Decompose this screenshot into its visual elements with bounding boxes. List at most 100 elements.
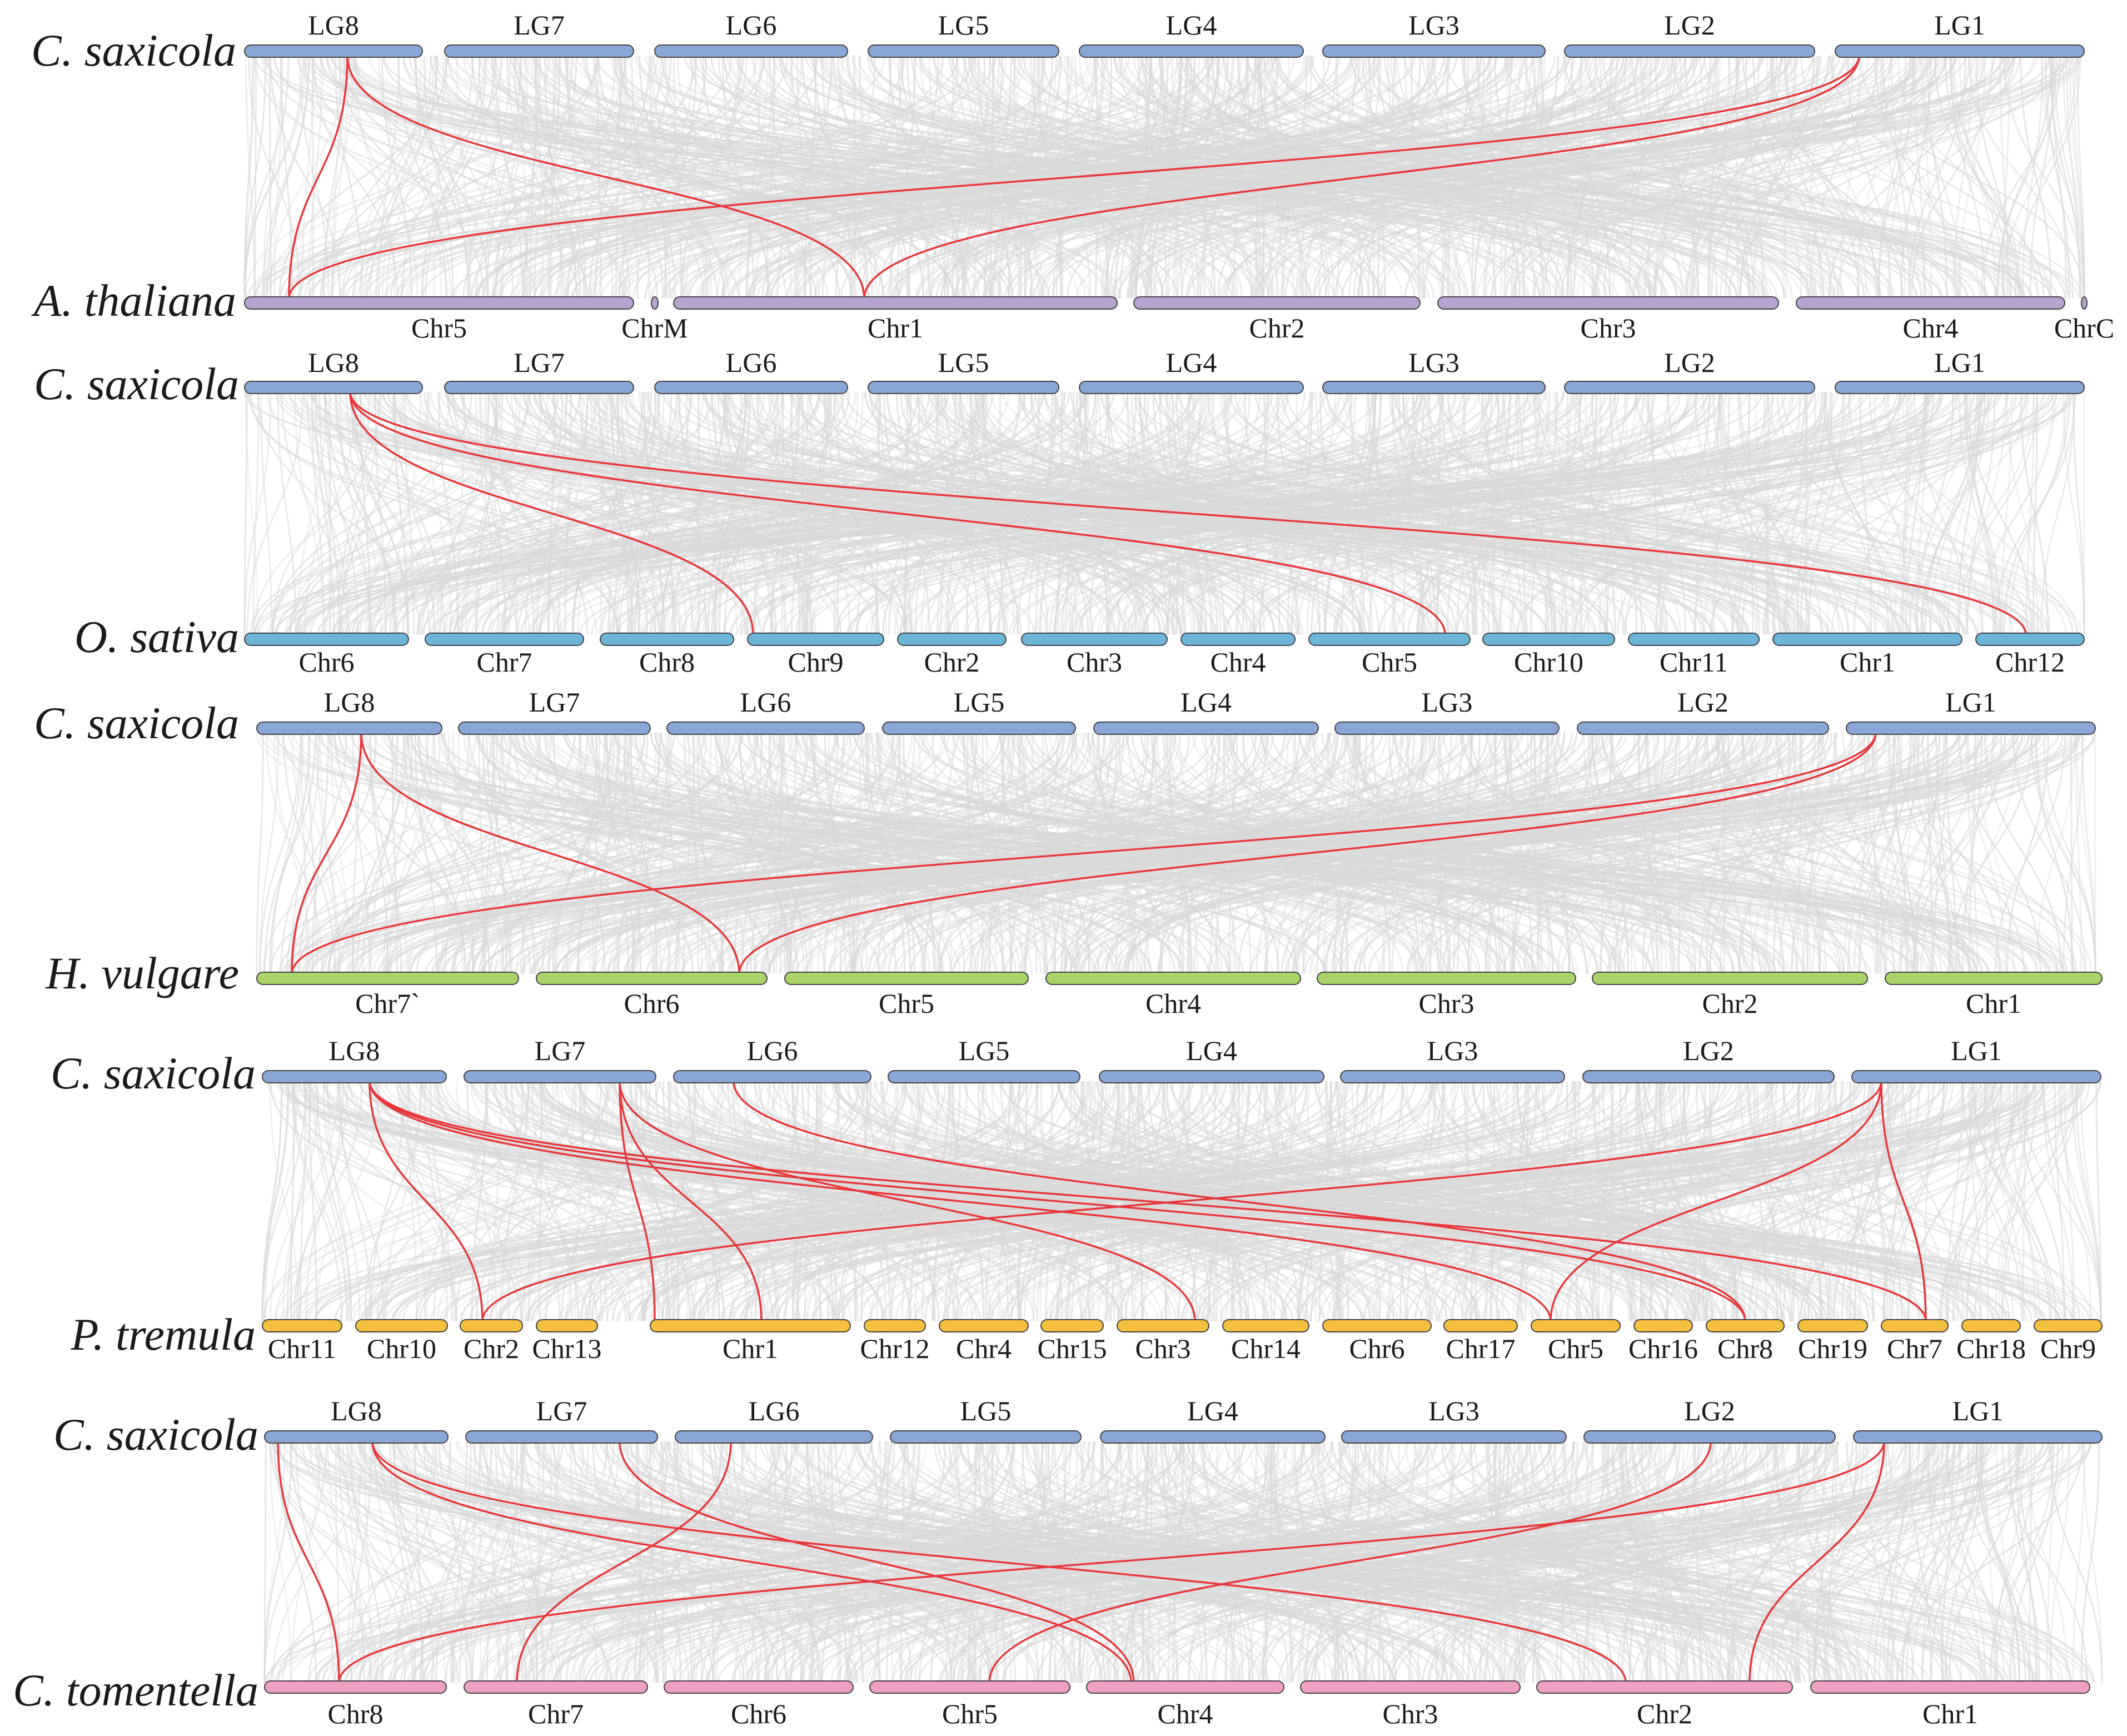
chromosome-label-Chr7: Chr7	[1887, 1333, 1942, 1364]
background-link	[355, 55, 624, 299]
background-link	[1721, 391, 1810, 635]
background-link	[286, 1081, 312, 1322]
background-link	[997, 391, 1529, 635]
background-link	[860, 55, 1045, 299]
background-link	[1826, 1441, 1837, 1683]
background-link	[502, 732, 1115, 974]
background-link	[373, 391, 1630, 635]
background-link	[1108, 391, 1168, 635]
background-link	[1854, 1081, 1890, 1322]
background-link	[1476, 55, 1518, 299]
species-label-reference: C. saxicola	[31, 25, 236, 76]
background-link	[2020, 1081, 2102, 1322]
background-link	[1254, 55, 2080, 299]
background-link	[1518, 391, 1552, 635]
background-link	[2043, 1081, 2102, 1322]
background-link	[283, 732, 1654, 974]
background-link	[654, 732, 775, 974]
background-link	[1405, 732, 2064, 974]
background-link	[327, 1081, 351, 1322]
background-link	[1533, 732, 1542, 974]
background-link	[1956, 732, 2019, 974]
background-link	[2043, 732, 2096, 974]
background-link	[869, 391, 1170, 635]
background-link	[311, 732, 330, 974]
chromosome-label-Chr2: Chr2	[924, 646, 980, 678]
background-link	[486, 391, 506, 635]
background-link	[248, 55, 301, 299]
background-link	[1821, 1081, 1862, 1322]
background-link	[811, 1081, 1746, 1322]
chromosome-bar-Chr16	[1633, 1319, 1693, 1332]
background-link	[345, 1081, 701, 1322]
background-link	[290, 1081, 1149, 1322]
background-link	[1470, 1081, 2035, 1322]
background-link	[1958, 391, 1995, 635]
background-link	[466, 732, 781, 974]
background-link	[455, 1081, 575, 1322]
background-link	[1477, 391, 2040, 635]
background-link	[873, 1081, 973, 1322]
background-link	[1884, 391, 2051, 635]
background-link	[800, 391, 829, 635]
background-link	[580, 1081, 860, 1322]
background-link	[1981, 55, 2061, 299]
species-label-target: C. tomentella	[13, 1665, 258, 1715]
background-link	[1446, 732, 2080, 974]
background-link	[408, 732, 1704, 974]
background-link	[1379, 55, 1855, 299]
background-link	[461, 391, 618, 635]
background-link	[1228, 732, 1441, 974]
background-link	[1482, 391, 1504, 635]
chromosome-bar-LG4	[1093, 722, 1319, 735]
background-link	[494, 732, 1609, 974]
background-link	[786, 1081, 821, 1322]
background-link	[539, 732, 1175, 974]
background-link	[1930, 391, 1981, 635]
background-link	[525, 1081, 1557, 1322]
background-link	[989, 391, 1723, 635]
chromosome-label-Chr7: Chr7	[528, 1698, 584, 1729]
chromosome-label-LG4: LG4	[1186, 1035, 1237, 1066]
background-link	[1026, 732, 1959, 974]
background-link	[870, 391, 1178, 635]
background-link	[491, 391, 1357, 635]
background-link	[666, 55, 1312, 299]
background-link	[462, 55, 696, 299]
background-link	[465, 391, 504, 635]
background-link	[1856, 55, 1891, 299]
background-link	[514, 55, 906, 299]
background-link	[316, 1081, 352, 1322]
background-link	[1229, 1081, 1471, 1322]
background-link	[283, 732, 336, 974]
background-link	[1561, 732, 1941, 974]
background-link	[2049, 55, 2081, 299]
background-link	[543, 732, 826, 974]
background-link	[1511, 55, 2061, 299]
background-link	[1334, 55, 1639, 299]
background-link	[1948, 732, 2033, 974]
background-link	[1965, 1081, 2015, 1322]
chromosome-bar-LG6	[654, 381, 848, 394]
chromosome-label-Chr5: Chr5	[942, 1698, 998, 1729]
background-link	[299, 55, 330, 299]
background-link	[1233, 1081, 1299, 1322]
background-link	[754, 1081, 1306, 1322]
background-link	[444, 732, 724, 974]
background-link	[1271, 732, 1938, 974]
background-link	[399, 732, 1406, 974]
chromosome-label-LG3: LG3	[1408, 9, 1459, 41]
chromosome-label-LG2: LG2	[1683, 1035, 1734, 1066]
background-link	[1356, 55, 1516, 299]
background-link	[666, 732, 812, 974]
background-link	[1281, 391, 1646, 635]
background-link	[1632, 55, 1718, 299]
chromosome-label-Chr15: Chr15	[1038, 1333, 1107, 1364]
background-link	[1060, 391, 1070, 635]
chromosome-label-LG8: LG8	[308, 347, 359, 378]
background-link	[1233, 1081, 1293, 1322]
chromosome-label-Chr4: Chr4	[1158, 1698, 1213, 1729]
background-link	[1524, 1081, 1546, 1322]
background-link	[1661, 55, 1682, 299]
background-link	[971, 732, 1048, 974]
